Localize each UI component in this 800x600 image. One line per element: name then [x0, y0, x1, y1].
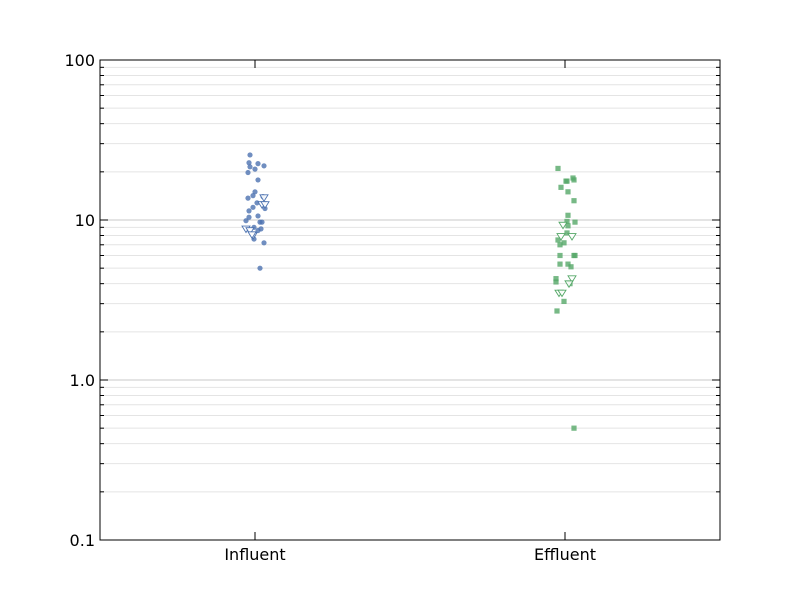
data-point: [245, 169, 251, 176]
data-point: [571, 198, 577, 204]
data-points: [241, 152, 578, 431]
data-point: [247, 164, 253, 170]
x-tick-label: Effluent: [534, 545, 596, 564]
data-point: [247, 152, 253, 158]
axis-ticks: [100, 60, 720, 541]
data-point: [568, 264, 574, 270]
data-point: [553, 279, 559, 285]
data-point: [255, 227, 261, 234]
data-point-nondetect: [247, 231, 257, 240]
data-point: [555, 165, 561, 172]
y-tick-label: 100: [64, 51, 95, 70]
data-point-nondetect: [567, 233, 577, 241]
data-point: [257, 265, 263, 271]
data-point: [255, 213, 261, 219]
y-tick-label: 0.1: [70, 531, 95, 550]
data-point: [571, 425, 577, 431]
data-point-nondetect: [259, 194, 269, 203]
data-point: [565, 261, 571, 267]
data-point-nondetect: [556, 233, 566, 241]
data-point: [250, 193, 256, 199]
data-point-nondetect: [557, 289, 567, 298]
data-point: [261, 163, 267, 169]
data-point: [565, 223, 571, 229]
data-point-nondetect: [245, 227, 255, 235]
data-point: [252, 166, 258, 172]
data-point: [243, 218, 249, 224]
y-tick-labels: 0.1 1.0 10 100: [64, 51, 95, 550]
data-point: [572, 252, 578, 259]
data-point-nondetect: [564, 280, 574, 289]
data-point: [558, 184, 564, 190]
data-point: [250, 204, 256, 210]
data-point: [557, 252, 563, 259]
x-tick-label: Influent: [224, 545, 285, 564]
data-point: [561, 298, 567, 304]
data-point: [563, 178, 569, 184]
gridlines: [100, 59, 720, 541]
y-tick-label: 1.0: [70, 371, 95, 390]
data-point: [555, 237, 561, 243]
data-point: [255, 161, 261, 167]
data-point-nondetect: [558, 221, 568, 230]
data-point: [564, 218, 570, 225]
data-point: [246, 214, 252, 220]
data-point: [553, 276, 559, 282]
plot-area: [100, 60, 720, 540]
data-point: [571, 177, 577, 183]
data-point: [554, 308, 560, 314]
data-point: [259, 219, 265, 225]
data-point: [561, 240, 567, 246]
data-point: [564, 230, 570, 236]
plot-frame: [99, 59, 721, 541]
data-point: [246, 208, 252, 214]
data-point-nondetect: [567, 275, 577, 284]
data-point: [255, 177, 261, 183]
data-point: [261, 240, 267, 246]
data-point: [565, 189, 571, 195]
data-point-nondetect: [260, 201, 270, 209]
data-point: [572, 219, 578, 225]
x-tick-labels: Influent Effluent: [224, 545, 596, 564]
data-point: [252, 189, 258, 195]
y-tick-label: 10: [75, 211, 95, 230]
data-point: [246, 160, 252, 166]
data-point: [557, 242, 563, 248]
data-point: [245, 195, 251, 201]
data-point: [565, 212, 571, 218]
data-point: [557, 261, 563, 267]
